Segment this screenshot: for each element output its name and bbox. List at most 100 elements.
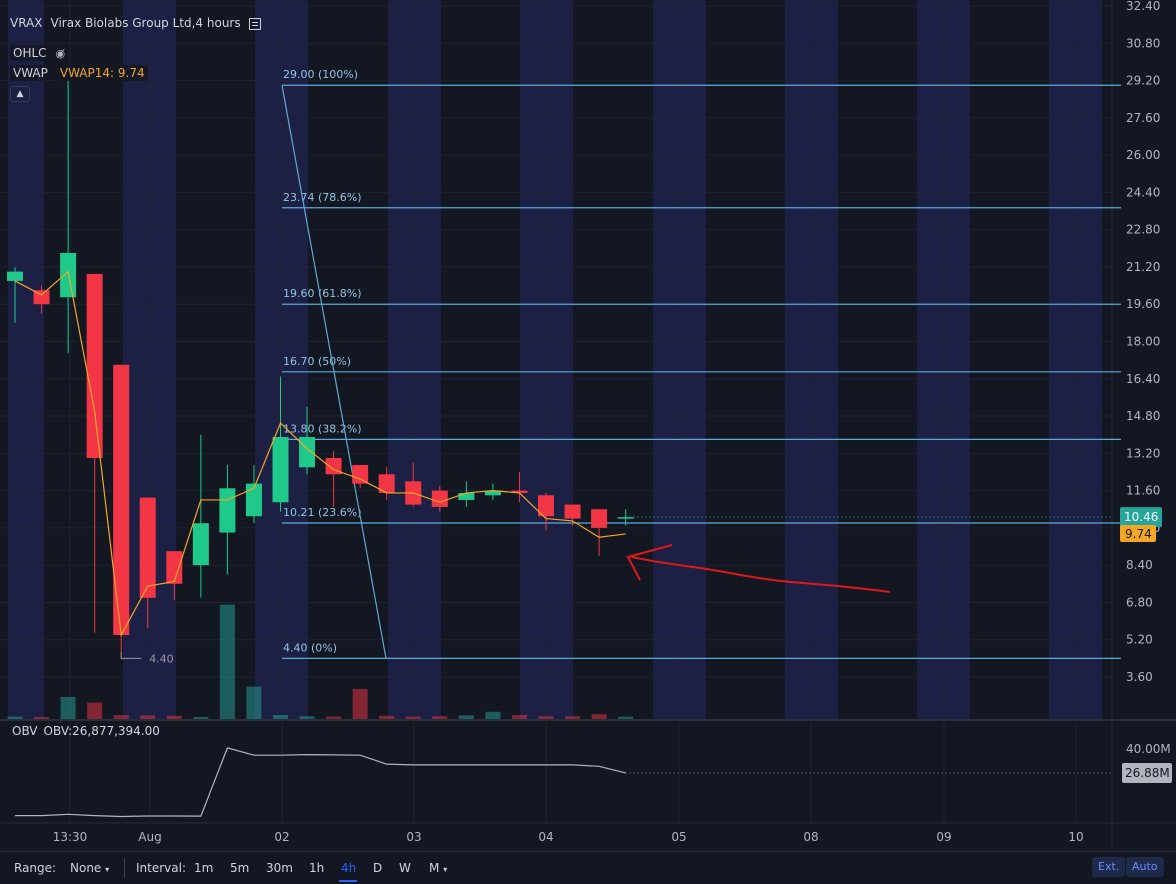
volume-bar: [618, 716, 634, 719]
interval-d[interactable]: D: [373, 861, 383, 875]
fib-level-label: 29.00 (100%): [283, 68, 358, 81]
volume-bar: [591, 714, 607, 719]
obv-badge-text: 26.88M: [1125, 766, 1170, 780]
candle-body: [299, 437, 316, 468]
price-axis-label: 5.20: [1126, 633, 1153, 647]
price-axis-label: 18.00: [1126, 335, 1160, 349]
volume-bar: [60, 697, 76, 719]
last-price-badge-text: 10.46: [1124, 510, 1158, 524]
candle-body: [166, 551, 183, 584]
volume-bar: [432, 716, 448, 719]
time-axis-label: 05: [671, 830, 686, 844]
candle-body: [245, 483, 262, 517]
volume-bar: [458, 715, 474, 719]
candle-body: [192, 523, 209, 566]
candle-body: [458, 492, 475, 500]
price-axis-label: 26.00: [1126, 148, 1160, 162]
obv-legend: OBV OBV:26,877,394.00: [12, 724, 160, 738]
session-shade: [8, 0, 44, 719]
fib-level-label: 13.80 (38.2%): [283, 422, 362, 435]
ohlc-label[interactable]: OHLC: [10, 45, 50, 61]
chart-canvas[interactable]: 29.00 (100%) 23.74 (78.6%) 19.60 (61.8%) 16…: [0, 0, 1176, 851]
interval-1m[interactable]: 1m: [194, 861, 214, 875]
time-axis-label: Aug: [138, 830, 161, 844]
vwap-line: [14, 270, 626, 638]
price-axis-label: 13.20: [1126, 446, 1160, 460]
auto-scale-button[interactable]: Auto: [1126, 857, 1164, 877]
candle-body: [113, 364, 130, 636]
interval-30m[interactable]: 30m: [266, 861, 293, 875]
obv-line: [15, 747, 626, 818]
symbol-title: Virax Biolabs Group Ltd,4 hours: [50, 16, 241, 30]
details-icon[interactable]: [248, 18, 261, 30]
eye-hidden-icon[interactable]: ◉̸: [55, 46, 66, 60]
fib-level-label: 23.74 (78.6%): [283, 191, 362, 204]
interval-m: M: [429, 861, 440, 875]
interval-w[interactable]: W: [399, 861, 411, 875]
fib-level-label: 10.21 (23.6%): [283, 506, 362, 519]
active-interval-underline: [339, 880, 357, 882]
volume-bar: [166, 715, 182, 719]
range-dropdown[interactable]: None ▾: [70, 861, 109, 875]
last-price-badge: [1120, 507, 1162, 528]
extended-hours-button[interactable]: Ext.: [1092, 857, 1126, 877]
volume-bar: [565, 716, 581, 719]
fib-trend-line: [281, 85, 387, 659]
time-axis-label: 13:30: [53, 830, 88, 844]
volume-bar: [219, 604, 235, 719]
chevron-down-icon: ▾: [105, 865, 110, 874]
price-axis-label: 3.60: [1126, 670, 1153, 684]
time-axis-label: 04: [538, 830, 553, 844]
time-axis-label: 09: [936, 830, 951, 844]
price-axis-label: 27.60: [1126, 111, 1160, 125]
price-axis-label: 22.80: [1126, 223, 1160, 237]
interval-m-dropdown[interactable]: M ▾: [429, 861, 447, 875]
candle-body: [538, 495, 554, 517]
interval-1h[interactable]: 1h: [309, 861, 325, 875]
price-axis-label: 14.80: [1126, 409, 1160, 423]
volume-bar: [485, 711, 501, 719]
candle-body: [60, 252, 77, 298]
candle-body: [564, 504, 581, 519]
fib-level-label: 19.60 (61.8%): [283, 287, 362, 300]
annotation-arrow-head: [626, 544, 673, 581]
fib-level-label: 4.40 (0%): [283, 641, 337, 654]
volume-bar: [511, 715, 527, 719]
interval-label: Interval:: [136, 861, 186, 875]
candle-body: [272, 437, 289, 503]
time-axis-label: 10: [1068, 830, 1083, 844]
candle-body: [86, 273, 103, 458]
interval-4h[interactable]: 4h: [341, 861, 357, 875]
candle-body: [7, 271, 23, 281]
volume-bar: [246, 686, 262, 719]
vwap-label[interactable]: VWAP: [10, 65, 51, 81]
candle-body: [511, 490, 528, 493]
vwap-value: VWAP14: 9.74: [56, 65, 148, 81]
volume-bar: [140, 715, 156, 719]
range-label: Range:: [14, 861, 57, 875]
price-axis-label: 8.40: [1126, 558, 1153, 572]
price-axis-label: 21.20: [1126, 260, 1160, 274]
price-axis-label: 16.40: [1126, 372, 1160, 386]
chevron-down-icon: ▾: [443, 865, 448, 874]
volume-bar: [352, 689, 368, 719]
candle-body: [484, 490, 501, 496]
obv-label[interactable]: OBV: [12, 724, 38, 738]
ticker-label[interactable]: VRAX: [10, 16, 43, 30]
low-marker-label: 4.40: [149, 652, 174, 665]
volume-bar: [379, 715, 395, 719]
volume-bar: [87, 702, 103, 719]
candle-body: [378, 474, 395, 493]
ohlc-legend: OHLC ◉̸: [10, 45, 65, 61]
time-axis-label: 08: [803, 830, 818, 844]
collapse-legend-button[interactable]: ▲: [10, 86, 30, 102]
vwap-badge: [1120, 524, 1156, 542]
candle-body: [431, 490, 448, 507]
low-marker-line: [120, 652, 142, 659]
interval-5m[interactable]: 5m: [230, 861, 250, 875]
candle-body: [617, 517, 634, 519]
bottom-toolbar: Range: None ▾ Interval: 1m 5m 30m 1h 4h …: [0, 851, 1176, 884]
candle-body: [352, 464, 369, 484]
price-axis-label: 24.40: [1126, 185, 1160, 199]
